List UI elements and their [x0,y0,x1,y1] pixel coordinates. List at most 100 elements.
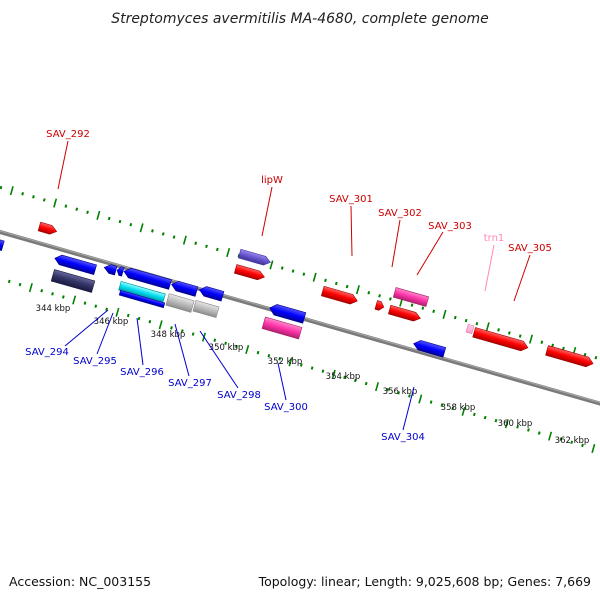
gene-label[interactable]: SAV_304 [381,432,425,443]
minor-tick [40,289,44,293]
minor-tick [21,192,25,196]
gene-sav-296-blue [118,289,166,309]
gene-label[interactable]: lipW [261,175,283,186]
gene-sav-298-gray [192,300,220,318]
gene-label[interactable]: SAV_298 [217,390,261,401]
minor-tick [562,346,565,351]
gene-label-leader [416,231,444,276]
gene-sav-305 [472,327,529,352]
gene-sav-297-gray [165,293,195,313]
minor-tick [464,318,468,323]
minor-tick [494,418,498,423]
gene-sav-292 [37,221,58,235]
gene-label-leader [57,140,69,190]
minor-tick [7,279,11,284]
minor-tick [518,334,522,338]
minor-tick [378,294,381,298]
minor-tick [213,338,217,342]
gene-label[interactable]: SAV_295 [73,356,117,367]
minor-tick [191,332,195,336]
gene-label-leader [402,386,415,431]
gene-label-leader [484,244,495,292]
gene-label-leader [350,205,353,257]
minor-tick [429,400,433,404]
upper-tick-track [0,185,598,360]
minor-tick [321,369,325,373]
kbp-tick-label: 348 kbp [151,330,186,340]
minor-tick [537,431,541,435]
minor-tick [42,198,46,202]
gene-label[interactable]: SAV_292 [46,129,90,140]
minor-tick [497,328,500,332]
minor-tick [180,329,184,333]
major-tick [115,307,120,317]
minor-tick [310,366,314,370]
minor-tick [483,415,487,420]
gene-sav-294 [50,269,96,293]
gene-label[interactable]: SAV_301 [329,194,373,205]
major-tick [226,247,231,258]
minor-tick [440,403,444,407]
minor-tick [324,278,327,283]
minor-tick [475,321,479,326]
minor-tick [389,297,392,301]
minor-tick [291,269,295,273]
gene-label-leader [64,309,109,347]
major-tick [591,443,596,454]
gene-label[interactable]: SAV_296 [120,367,164,378]
gene-sav-293 [54,254,97,275]
minor-tick [421,306,425,310]
minor-tick [280,266,284,270]
major-tick [375,382,380,392]
gene-sav-299 [233,264,265,281]
gene-labels: SAV_292lipWSAV_301SAV_302SAV_303trn1SAV_… [25,129,552,443]
minor-tick [118,219,122,224]
minor-tick [559,437,563,441]
kbp-tick-label: 350 kbp [209,343,244,353]
major-tick [331,369,336,379]
major-tick [529,334,534,344]
minor-tick [386,388,390,392]
major-tick [245,344,250,355]
minor-tick [137,316,141,321]
gene-sav-300-pink [261,316,303,340]
minor-tick [540,340,544,344]
gene-label[interactable]: SAV_297 [168,378,212,389]
kbp-tick-label: 344 kbp [36,304,71,314]
minor-tick [0,185,3,190]
gene-label[interactable]: SAV_302 [378,208,422,219]
major-tick [139,223,144,233]
major-tick [9,186,14,196]
gene-sav-303 [388,304,421,322]
minor-tick [516,425,520,429]
major-tick [96,210,101,220]
major-tick [504,419,509,429]
lower-tick-track [7,279,596,454]
gene-label-leader [96,312,114,355]
gene-label[interactable]: SAV_300 [264,402,308,413]
minor-tick [570,440,574,445]
gene-label-leader [513,254,531,302]
major-tick [548,431,553,441]
minor-tick [343,375,346,380]
kbp-tick-label: 358 kbp [441,403,476,413]
gene-label[interactable]: SAV_294 [25,347,69,358]
gene-label-leader [391,219,401,268]
kbp-tick-label: 362 kbp [555,436,590,446]
minor-tick [256,350,260,355]
gene-label[interactable]: SAV_305 [508,243,552,254]
minor-tick [83,301,87,305]
gene-label[interactable]: SAV_303 [428,221,472,232]
map-title: Streptomyces avermitilis MA-4680, comple… [111,11,489,27]
minor-tick [594,355,598,360]
minor-tick [527,428,530,432]
label-leaders [57,140,531,431]
minor-tick [205,244,208,249]
gene-label-leader [174,323,190,377]
gene-track [0,221,594,368]
minor-tick [75,207,79,211]
gene-sav-306 [545,345,594,368]
major-tick [288,357,293,367]
gene-label[interactable]: trn1 [484,233,505,244]
